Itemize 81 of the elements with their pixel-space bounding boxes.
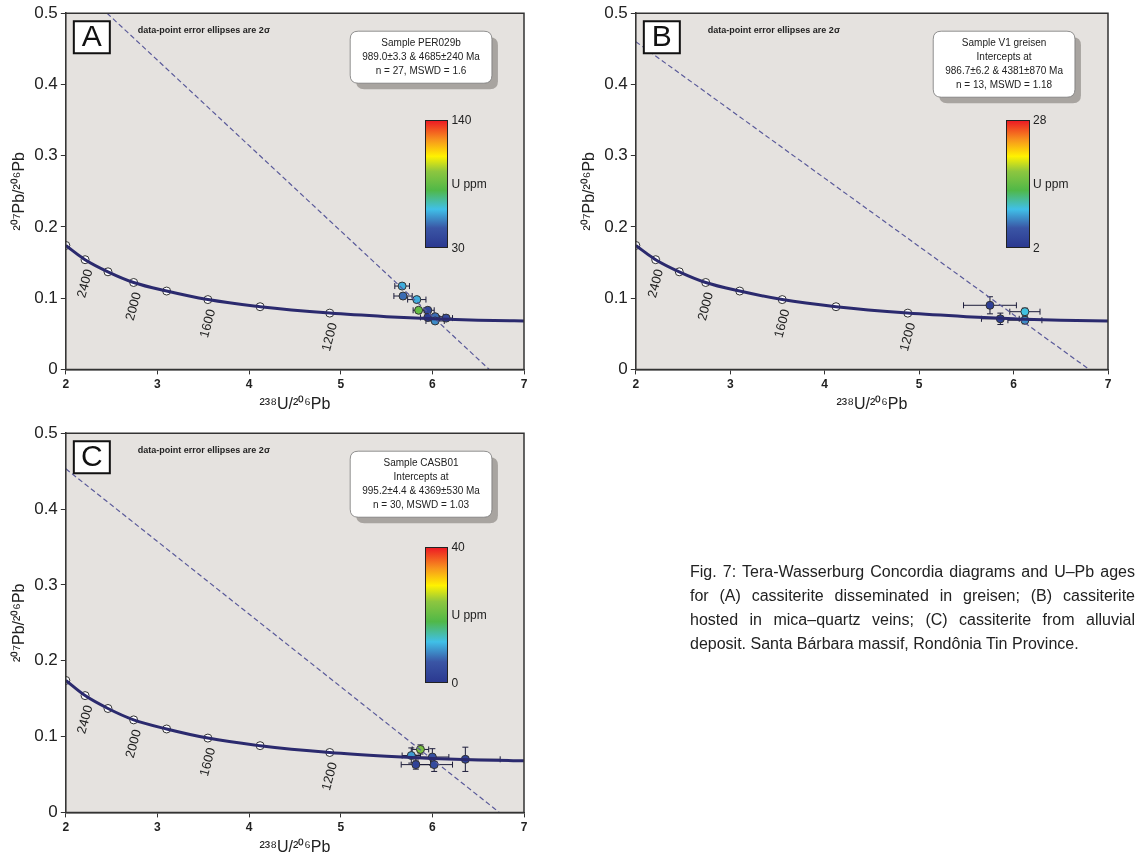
annotation: Intercepts at <box>976 50 1032 62</box>
y-axis-title: ²⁰⁷Pb/²⁰⁶Pb <box>10 583 28 663</box>
y-tick-label: 0.1 <box>604 287 628 307</box>
annotation: Intercepts at <box>393 470 449 482</box>
x-tick-label: 7 <box>520 819 528 834</box>
annotation: C <box>81 439 103 473</box>
annotation: 2400 <box>73 703 96 736</box>
annotation: 1200 <box>318 320 341 353</box>
x-tick-label: 3 <box>154 376 162 391</box>
annotation: 1200 <box>896 320 919 353</box>
x-tick-label: 6 <box>1010 376 1018 391</box>
y-tick-label: 0.3 <box>34 574 58 594</box>
annotation: data-point error ellipses are 2σ <box>707 24 841 35</box>
annotation: 140 <box>451 113 472 128</box>
y-tick-label: 0 <box>48 359 58 379</box>
y-axis-title: ²⁰⁷Pb/²⁰⁶Pb <box>580 151 598 231</box>
x-tick-label: 5 <box>915 376 923 391</box>
annotation: 995.2±4.4 & 4369±530 Ma <box>362 484 481 496</box>
x-tick-label: 3 <box>154 819 162 834</box>
annotation: Sample V1 greisen <box>961 36 1047 48</box>
annotation: 1200 <box>318 760 341 793</box>
x-tick-label: 7 <box>1104 376 1112 391</box>
x-tick-label: 6 <box>429 819 437 834</box>
y-tick-label: 0.4 <box>604 74 628 94</box>
annotation: data-point error ellipses are 2σ <box>137 444 271 455</box>
x-tick-label: 7 <box>520 376 528 391</box>
x-tick-label: 3 <box>726 376 734 391</box>
y-tick-label: 0.3 <box>604 145 628 165</box>
annotation: 30 <box>451 241 465 256</box>
annotation: 28 <box>1033 113 1047 128</box>
caption: Fig. 7: Tera-Wasserburg Concordia diagrams and U–Pb ages for (A) cassiterite disseminated in greisen; (B) cassiterite hosted in mica–quartz veins; (C) cassiterite from alluvial deposit. Santa Bárbara massif, Rondônia Tin Province. <box>690 562 1135 654</box>
annotation: 2 <box>1033 241 1040 256</box>
annotation: 40 <box>451 539 465 554</box>
annotation: A <box>81 19 102 53</box>
y-tick-label: 0.1 <box>34 726 58 746</box>
y-tick-label: 0.2 <box>34 216 58 236</box>
y-tick-label: 0.3 <box>34 145 58 165</box>
annotation: 0 <box>451 676 459 691</box>
x-tick-label: 4 <box>245 376 253 391</box>
annotation: Sample CASB01 <box>383 456 460 468</box>
y-tick-label: 0.5 <box>34 2 58 22</box>
x-axis-title: ²³⁸U/²⁰⁶Pb <box>836 394 908 412</box>
annotation: 1600 <box>196 745 219 778</box>
annotation: 989.0±3.3 & 4685±240 Ma <box>362 50 481 62</box>
x-tick-label: 4 <box>245 819 253 834</box>
x-tick-label: 6 <box>429 376 437 391</box>
y-tick-label: 0.5 <box>604 2 628 22</box>
x-tick-label: 5 <box>337 819 345 834</box>
annotation: 2000 <box>122 290 144 323</box>
x-tick-label: 2 <box>62 819 70 834</box>
y-tick-label: 0.1 <box>34 287 58 307</box>
annotation: n = 30, MSWD = 1.03 <box>372 498 470 510</box>
annotation: 2000 <box>694 290 717 323</box>
annotation: 986.7±6.2 & 4381±870 Ma <box>945 64 1064 76</box>
x-tick-label: 2 <box>632 376 640 391</box>
x-axis-title: ²³⁸U/²⁰⁶Pb <box>259 394 331 412</box>
x-tick-label: 2 <box>62 376 70 391</box>
annotation: n = 13, MSWD = 1.18 <box>956 78 1053 90</box>
y-tick-label: 0 <box>618 359 628 379</box>
y-tick-label: 0.4 <box>34 498 58 518</box>
annotation: 1600 <box>196 307 219 340</box>
annotation: Sample PER029b <box>381 36 462 48</box>
y-axis-title: ²⁰⁷Pb/²⁰⁶Pb <box>10 151 28 231</box>
x-tick-label: 4 <box>821 376 829 391</box>
y-tick-label: 0.5 <box>34 422 58 442</box>
y-tick-label: 0.2 <box>604 216 628 236</box>
annotation: n = 27, MSWD = 1.6 <box>375 64 467 76</box>
annotation: 2400 <box>644 267 667 300</box>
annotation: B <box>651 19 672 53</box>
color-bar-title: U ppm <box>451 608 487 623</box>
y-tick-label: 0.4 <box>34 74 58 94</box>
annotation: 1600 <box>770 307 793 340</box>
annotation: data-point error ellipses are 2σ <box>137 24 271 35</box>
color-bar-title: U ppm <box>451 177 487 192</box>
color-bar-title: U ppm <box>1033 177 1069 192</box>
annotation: 2000 <box>122 727 144 760</box>
x-tick-label: 5 <box>337 376 345 391</box>
y-tick-label: 0.2 <box>34 650 58 670</box>
x-axis-title: ²³⁸U/²⁰⁶Pb <box>259 837 331 855</box>
y-tick-label: 0 <box>48 802 58 822</box>
annotation: 2400 <box>73 267 96 300</box>
